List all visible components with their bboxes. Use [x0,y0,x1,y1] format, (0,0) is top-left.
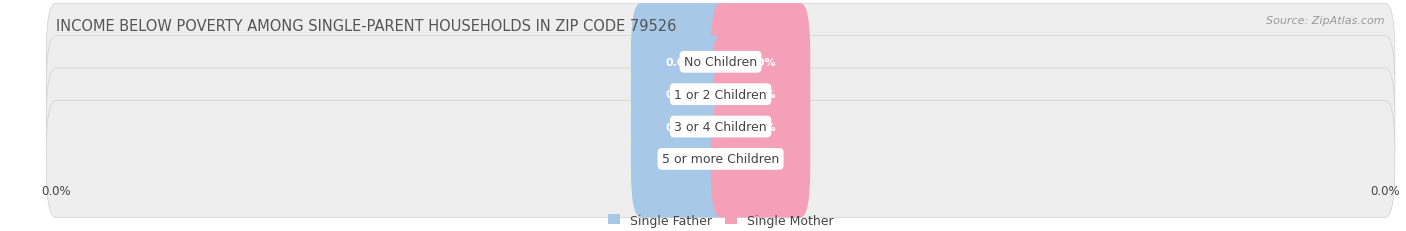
FancyBboxPatch shape [46,69,1395,185]
FancyBboxPatch shape [46,36,1395,153]
Text: 0.0%: 0.0% [665,154,696,164]
Text: 1 or 2 Children: 1 or 2 Children [675,88,766,101]
Text: 3 or 4 Children: 3 or 4 Children [675,121,766,134]
Text: 5 or more Children: 5 or more Children [662,153,779,166]
Text: 0.0%: 0.0% [745,58,776,67]
Text: Source: ZipAtlas.com: Source: ZipAtlas.com [1267,16,1385,26]
FancyBboxPatch shape [46,101,1395,218]
Text: 0.0%: 0.0% [745,122,776,132]
Text: 0.0%: 0.0% [745,90,776,100]
Text: 0.0%: 0.0% [745,154,776,164]
Text: 0.0%: 0.0% [665,122,696,132]
FancyBboxPatch shape [631,101,731,218]
FancyBboxPatch shape [631,4,731,121]
FancyBboxPatch shape [710,36,810,153]
Text: INCOME BELOW POVERTY AMONG SINGLE-PARENT HOUSEHOLDS IN ZIP CODE 79526: INCOME BELOW POVERTY AMONG SINGLE-PARENT… [56,18,676,33]
FancyBboxPatch shape [46,4,1395,121]
Legend: Single Father, Single Mother: Single Father, Single Mother [607,214,834,227]
Text: 0.0%: 0.0% [665,90,696,100]
Text: No Children: No Children [683,56,758,69]
FancyBboxPatch shape [710,4,810,121]
FancyBboxPatch shape [631,69,731,185]
FancyBboxPatch shape [631,36,731,153]
FancyBboxPatch shape [710,69,810,185]
FancyBboxPatch shape [710,101,810,218]
Text: 0.0%: 0.0% [665,58,696,67]
